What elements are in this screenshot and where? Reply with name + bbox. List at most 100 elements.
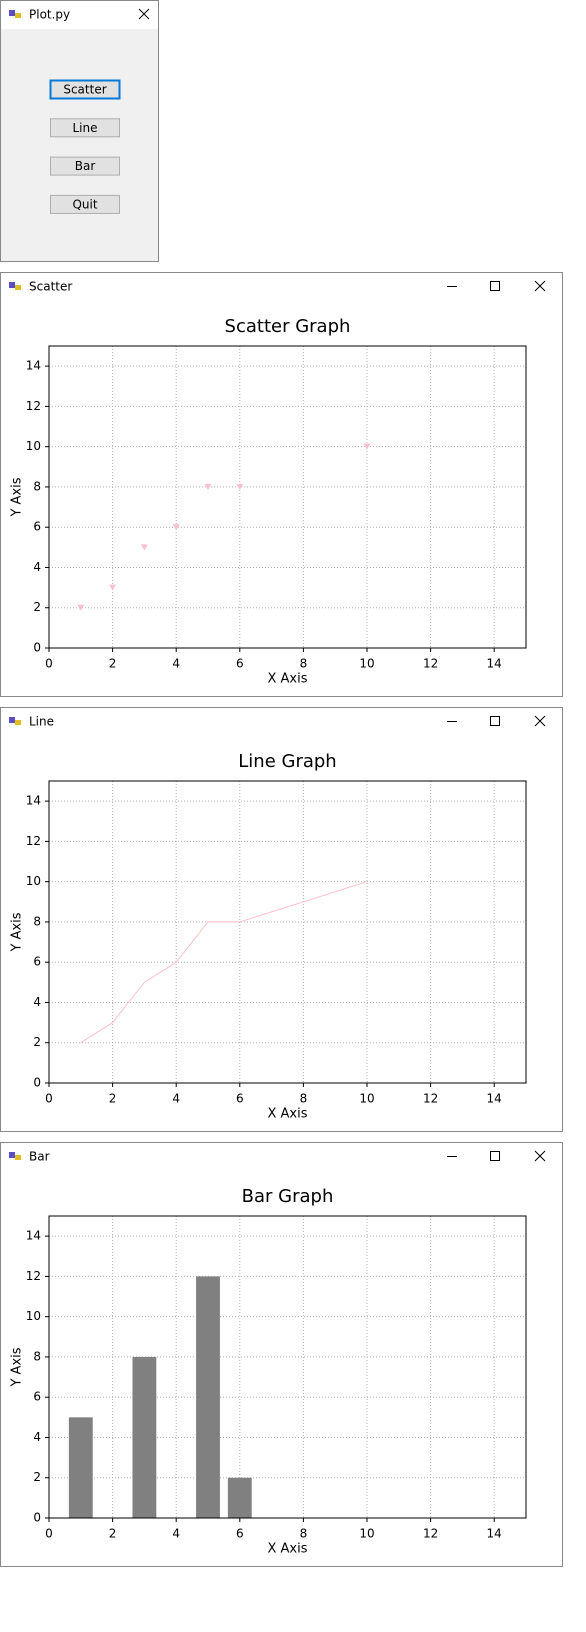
- line-series: [80, 881, 368, 1044]
- title-bar: [1, 1, 158, 29]
- y-tick-label: 12: [26, 834, 41, 848]
- x-axis-label: X Axis: [267, 672, 307, 687]
- maximize-button[interactable]: [490, 716, 500, 726]
- x-tick-label: 10: [359, 657, 374, 671]
- window-title: Line: [29, 715, 54, 729]
- chart-title: Scatter Graph: [225, 316, 351, 337]
- y-tick-label: 4: [33, 1430, 41, 1444]
- y-tick-label: 0: [33, 1511, 41, 1525]
- window-title: Scatter: [29, 280, 72, 294]
- button[interactable]: [50, 194, 120, 214]
- button[interactable]: [50, 156, 120, 176]
- x-tick-label: 8: [300, 657, 308, 671]
- x-tick-label: 2: [109, 1527, 117, 1541]
- x-axis-label: X Axis: [267, 1542, 307, 1557]
- x-tick-label: 12: [423, 657, 438, 671]
- x-tick-label: 14: [487, 1527, 502, 1541]
- x-tick-label: 4: [172, 1092, 180, 1106]
- app-icon: [15, 1155, 21, 1160]
- bar: [196, 1276, 220, 1518]
- y-tick-label: 12: [26, 1269, 41, 1283]
- button[interactable]: [49, 79, 121, 100]
- chart-window: Line Line Graph X Axis Y Axis 0 2 4 6 8 10 12 14 0 2 4…: [0, 707, 563, 1132]
- scatter-point: [172, 524, 180, 531]
- chart-window: Bar Bar Graph X Axis Y Axis 0 2 4 6 8 10 12 14 0 2 4 6 8…: [0, 1142, 563, 1567]
- app-icon: [9, 1152, 15, 1158]
- app-icon: [9, 10, 15, 16]
- y-tick-label: 0: [33, 641, 41, 655]
- x-tick-label: 6: [236, 657, 244, 671]
- y-axis-label: Y Axis: [10, 912, 25, 952]
- y-tick-label: 6: [33, 1390, 41, 1404]
- y-tick-label: 4: [33, 560, 41, 574]
- y-tick-label: 2: [33, 1035, 41, 1049]
- maximize-button[interactable]: [490, 281, 500, 291]
- close-button[interactable]: [534, 280, 546, 292]
- x-tick-label: 8: [300, 1092, 308, 1106]
- y-tick-label: 8: [33, 1349, 41, 1363]
- y-tick-label: 8: [33, 479, 41, 493]
- x-tick-label: 8: [300, 1527, 308, 1541]
- app-icon: [9, 282, 15, 288]
- scatter-point: [140, 544, 148, 551]
- x-tick-label: 6: [236, 1527, 244, 1541]
- close-button[interactable]: [138, 8, 150, 20]
- y-tick-label: 4: [33, 995, 41, 1009]
- main-window: Plot.py Scatter Line Bar Quit: [0, 0, 159, 262]
- scatter-point: [109, 584, 117, 591]
- app-icon: [15, 720, 21, 725]
- plot-frame: [48, 345, 527, 649]
- scatter-point: [204, 483, 212, 490]
- close-button[interactable]: [534, 715, 546, 727]
- y-tick-label: 2: [33, 600, 41, 614]
- x-tick-label: 12: [423, 1527, 438, 1541]
- button-label[interactable]: Bar: [75, 159, 96, 173]
- x-tick-label: 10: [359, 1092, 374, 1106]
- window-title: Plot.py: [29, 8, 70, 22]
- app-icon: [9, 717, 15, 723]
- button-label[interactable]: Quit: [72, 197, 97, 211]
- maximize-button[interactable]: [490, 1151, 500, 1161]
- y-tick-label: 14: [26, 794, 41, 808]
- close-button[interactable]: [534, 1150, 546, 1162]
- y-tick-label: 10: [26, 1309, 41, 1323]
- button-label[interactable]: Line: [72, 121, 97, 135]
- bar: [68, 1417, 93, 1518]
- x-tick-label: 4: [172, 1527, 180, 1541]
- window-frame: [0, 1142, 563, 1567]
- x-tick-label: 0: [45, 1527, 53, 1541]
- bar: [227, 1477, 252, 1518]
- y-tick-label: 6: [33, 520, 41, 534]
- window-title: Bar: [29, 1150, 50, 1164]
- app-icon: [15, 13, 21, 18]
- x-tick-label: 2: [109, 657, 117, 671]
- x-tick-label: 0: [45, 1092, 53, 1106]
- button[interactable]: [50, 118, 120, 138]
- chart-title: Line Graph: [238, 751, 336, 772]
- y-tick-label: 8: [33, 914, 41, 928]
- x-axis-label: X Axis: [267, 1107, 307, 1122]
- y-tick-label: 10: [26, 439, 41, 453]
- y-tick-label: 0: [33, 1076, 41, 1090]
- app-icon: [15, 285, 21, 290]
- x-tick-label: 4: [172, 657, 180, 671]
- chart-window: Scatter Scatter Graph X Axis Y Axis 0 2 4 6 8 10 1…: [0, 272, 563, 697]
- x-tick-label: 0: [45, 657, 53, 671]
- y-axis-label: Y Axis: [10, 477, 25, 517]
- x-tick-label: 14: [487, 1092, 502, 1106]
- y-tick-label: 10: [26, 874, 41, 888]
- chart-title: Bar Graph: [242, 1186, 334, 1207]
- x-tick-label: 10: [359, 1527, 374, 1541]
- button-label[interactable]: Scatter: [63, 83, 106, 97]
- bar: [132, 1356, 157, 1518]
- y-tick-label: 2: [33, 1470, 41, 1484]
- window-frame: [0, 707, 563, 1132]
- x-tick-label: 14: [487, 657, 502, 671]
- y-tick-label: 6: [33, 955, 41, 969]
- y-tick-label: 14: [26, 359, 41, 373]
- scatter-point: [363, 443, 371, 450]
- y-tick-label: 12: [26, 399, 41, 413]
- window-frame: [0, 272, 563, 697]
- scatter-point: [77, 604, 85, 611]
